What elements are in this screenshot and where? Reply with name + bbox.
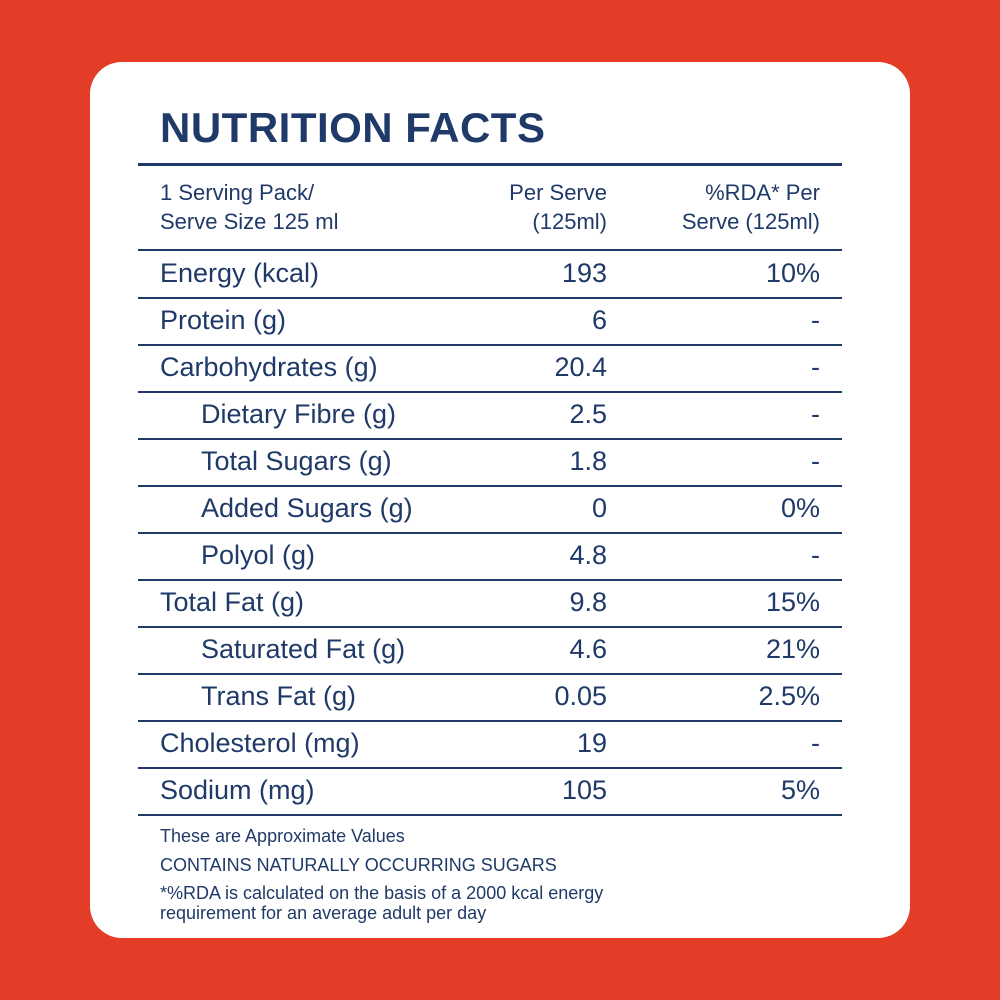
footer-note: requirement for an average adult per day	[160, 903, 487, 923]
nutrient-label: Sodium (mg)	[160, 775, 315, 805]
nutrient-label: Total Sugars (g)	[201, 446, 392, 476]
title-rule	[138, 163, 842, 166]
nutrient-label: Carbohydrates (g)	[160, 352, 378, 382]
row-rule	[138, 485, 842, 487]
title: NUTRITION FACTS	[160, 104, 546, 151]
row-rule	[138, 720, 842, 722]
rda-value: -	[811, 399, 820, 429]
footer-note: *%RDA is calculated on the basis of a 20…	[160, 883, 604, 903]
row-rule	[138, 579, 842, 581]
row-rule	[138, 532, 842, 534]
per-serve-value: 19	[576, 728, 607, 758]
column-header: Serve Size 125 ml	[160, 209, 339, 234]
rda-value: -	[811, 728, 820, 758]
per-serve-value: 4.6	[569, 634, 607, 664]
rda-value: -	[811, 352, 820, 382]
nutrient-label: Protein (g)	[160, 305, 287, 335]
per-serve-value: 193	[561, 258, 607, 288]
per-serve-value: 20.4	[554, 352, 607, 382]
rda-value: 5%	[780, 775, 820, 805]
rda-value: -	[811, 446, 820, 476]
per-serve-value: 105	[561, 775, 607, 805]
rda-value: 15%	[765, 587, 820, 617]
row-rule	[138, 391, 842, 393]
rda-value: 0%	[780, 493, 820, 523]
rda-value: -	[811, 305, 820, 335]
row-rule	[138, 673, 842, 675]
footer-note: CONTAINS NATURALLY OCCURRING SUGARS	[160, 855, 557, 875]
column-header: 1 Serving Pack/	[160, 180, 315, 205]
rda-value: 10%	[765, 258, 820, 288]
per-serve-value: 0	[591, 493, 607, 523]
nutrient-label: Polyol (g)	[201, 540, 316, 570]
footer-note: These are Approximate Values	[160, 826, 405, 846]
row-rule	[138, 344, 842, 346]
per-serve-value: 1.8	[569, 446, 607, 476]
row-rule	[138, 814, 842, 816]
rda-value: 21%	[765, 634, 820, 664]
column-header: Serve (125ml)	[681, 209, 820, 234]
column-header: Per Serve	[509, 180, 607, 205]
nutrient-label: Cholesterol (mg)	[160, 728, 360, 758]
nutrient-label: Dietary Fibre (g)	[201, 399, 397, 429]
rda-value: -	[811, 540, 820, 570]
row-rule	[138, 438, 842, 440]
row-rule	[138, 767, 842, 769]
nutrient-label: Trans Fat (g)	[201, 681, 357, 711]
nutrient-label: Total Fat (g)	[160, 587, 305, 617]
per-serve-value: 2.5	[569, 399, 607, 429]
column-header: (125ml)	[532, 209, 607, 234]
rda-value: 2.5%	[758, 681, 820, 711]
per-serve-value: 4.8	[569, 540, 607, 570]
nutrient-label: Added Sugars (g)	[201, 493, 413, 523]
nutrient-label: Energy (kcal)	[160, 258, 320, 288]
header-rule	[138, 249, 842, 251]
row-rule	[138, 297, 842, 299]
per-serve-value: 0.05	[554, 681, 607, 711]
per-serve-value: 6	[591, 305, 607, 335]
nutrition-card	[90, 62, 910, 938]
per-serve-value: 9.8	[569, 587, 607, 617]
column-header: %RDA* Per	[705, 180, 820, 205]
row-rule	[138, 626, 842, 628]
nutrient-label: Saturated Fat (g)	[201, 634, 406, 664]
